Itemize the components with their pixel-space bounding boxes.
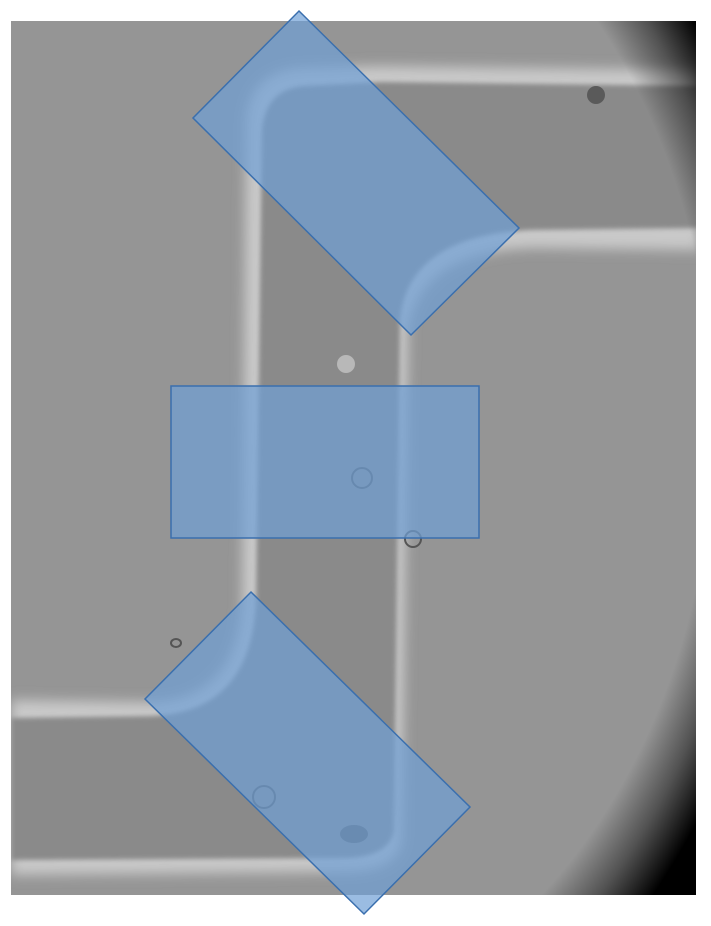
lower-corner-highlight (143, 590, 472, 916)
middle-channel-highlight (170, 385, 480, 539)
upper-corner-highlight (191, 9, 521, 337)
